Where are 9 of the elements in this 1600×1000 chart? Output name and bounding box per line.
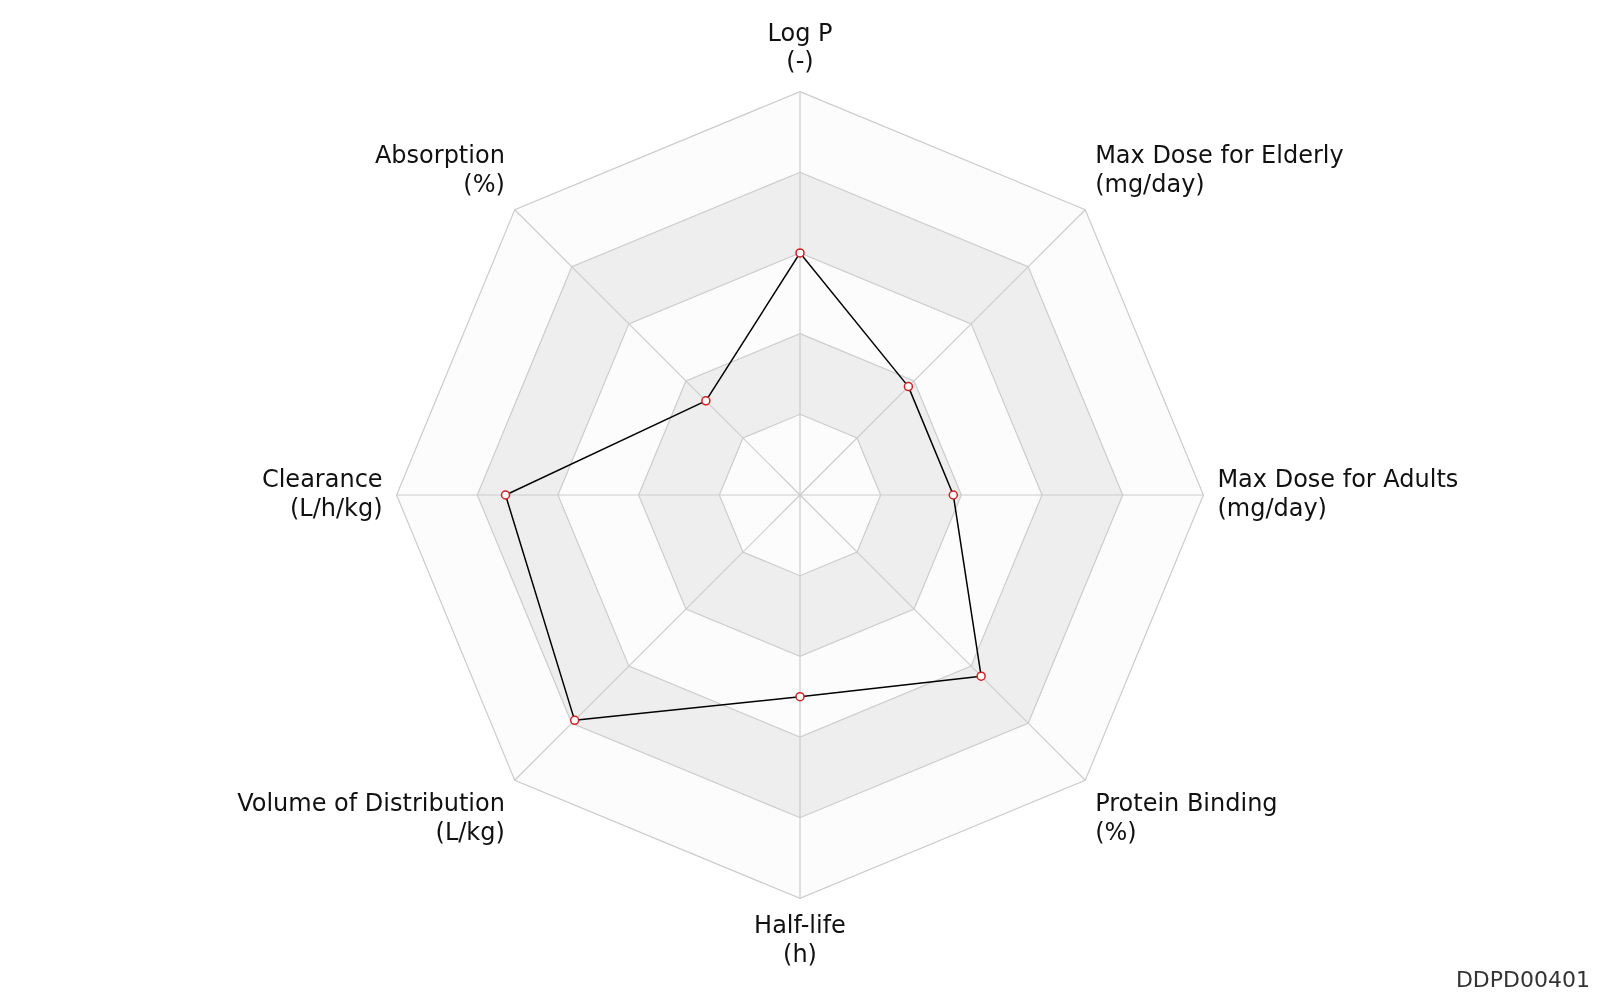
spoke-label: Protein Binding (%) (1095, 788, 1278, 846)
spoke-label: Absorption (%) (374, 140, 505, 198)
spoke-label: Log P (-) (767, 18, 833, 76)
spoke-label: Half-life (h) (754, 911, 846, 968)
spoke-label: Max Dose for Adults (mg/day) (1217, 464, 1459, 522)
spoke-label: Volume of Distribution (L/kg) (237, 788, 505, 846)
spoke-label: Max Dose for Elderly (mg/day) (1095, 140, 1344, 198)
spoke-label: Clearance (L/h/kg) (261, 464, 383, 522)
text: DDPD00401 (1455, 967, 1590, 992)
